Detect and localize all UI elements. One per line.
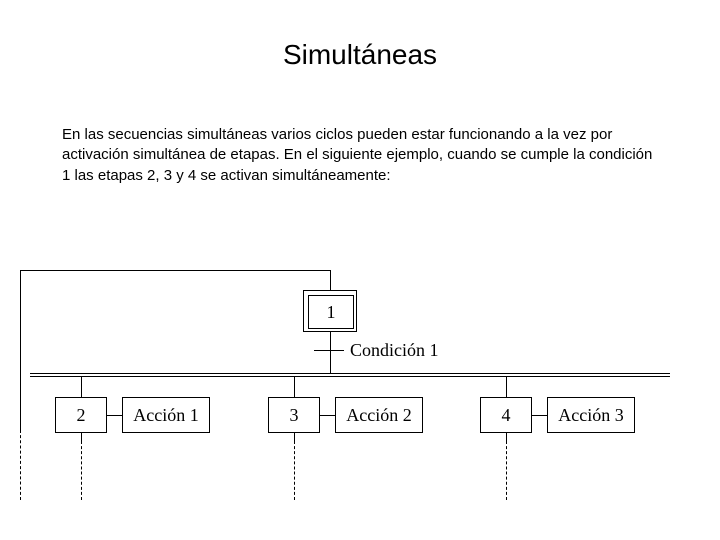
branch-2-in	[294, 376, 295, 397]
return-line-top	[20, 270, 21, 430]
initial-step: 1	[303, 290, 357, 332]
branch-1-in	[81, 376, 82, 397]
step-4-to-action	[532, 415, 547, 416]
branch-2-out-dashed	[294, 441, 295, 500]
branch-1-out-stub	[81, 433, 82, 441]
action-1: Acción 1	[122, 397, 210, 433]
transition-tick	[314, 350, 344, 351]
step-3-to-action	[320, 415, 335, 416]
branch-2-out-stub	[294, 433, 295, 441]
branch-3-out-dashed	[506, 441, 507, 500]
condition-label: Condición 1	[350, 340, 439, 361]
branch-3-out-stub	[506, 433, 507, 441]
step-3: 3	[268, 397, 320, 433]
action-2: Acción 2	[335, 397, 423, 433]
step-2-to-action	[107, 415, 122, 416]
bus-to-start	[330, 270, 331, 290]
parallel-bar-1	[30, 373, 670, 374]
branch-1-out-dashed	[81, 441, 82, 500]
grafcet-diagram: 1 Condición 1 2 Acción 1 3 Acción 2 4 Acción 3	[0, 0, 720, 540]
return-line-dashed	[20, 430, 21, 500]
branch-3-in	[506, 376, 507, 397]
initial-step-inner: 1	[308, 295, 354, 329]
parallel-bar-2	[30, 376, 670, 377]
action-3: Acción 3	[547, 397, 635, 433]
top-bus-line	[20, 270, 330, 271]
step-2: 2	[55, 397, 107, 433]
step-4: 4	[480, 397, 532, 433]
start-to-parbar	[330, 332, 331, 373]
